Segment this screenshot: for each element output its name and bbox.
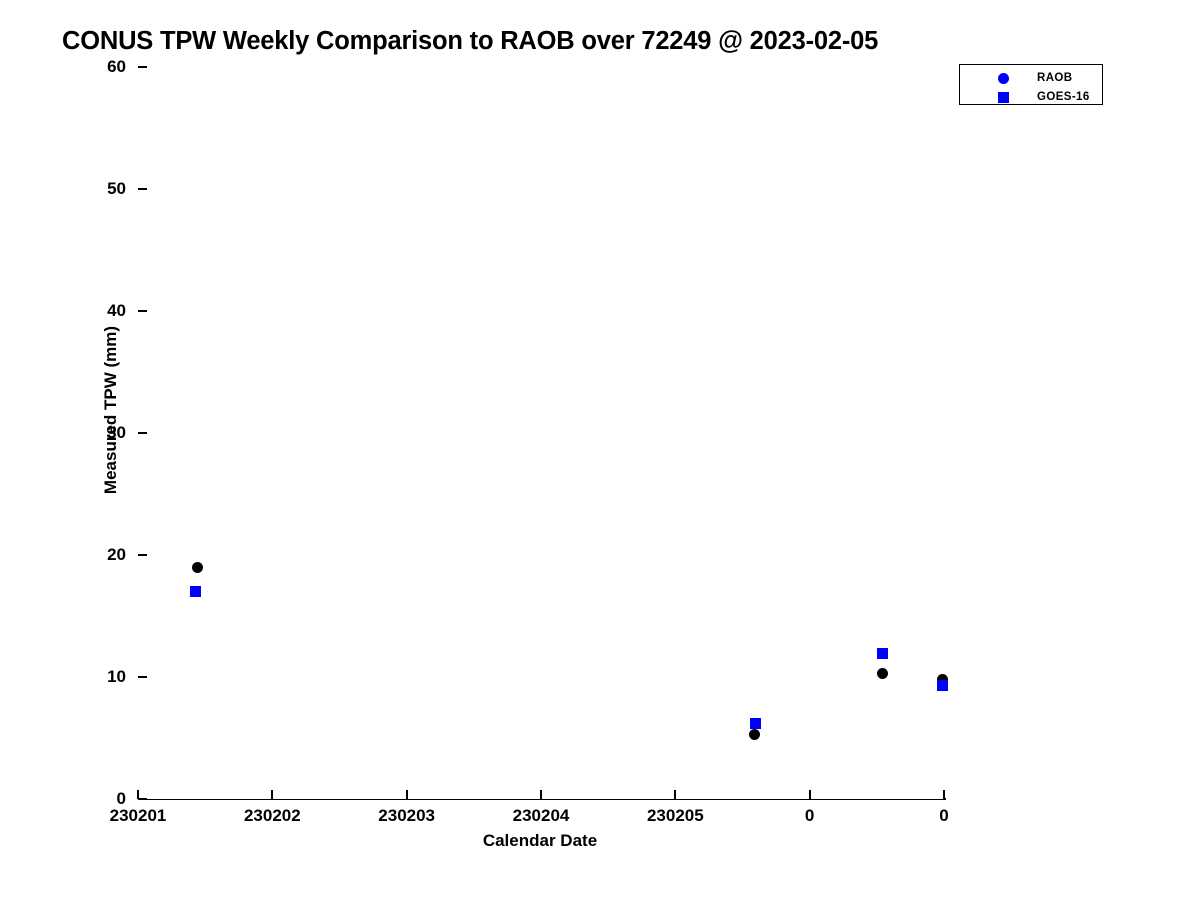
y-tick-mark [138,188,147,190]
x-tick-mark [540,790,542,799]
square-marker-icon [998,92,1011,105]
data-point-goes-16 [750,717,762,729]
y-tick-mark [138,798,147,800]
x-tick-label: 230205 [646,806,704,825]
legend-item-raob[interactable]: RAOB [960,69,1104,89]
x-tick-mark [674,790,677,799]
y-tick-mark [138,66,147,68]
data-point-raob [937,673,949,685]
legend-label: RAOB [1037,72,1073,84]
y-tick-label: 10 [107,667,126,686]
legend-item-goes-16[interactable]: GOES-16 [960,88,1104,108]
legend-label: GOES-16 [1037,91,1090,103]
x-tick-label: 230204 [512,806,570,825]
x-tick-mark [137,790,139,799]
x-tick-label: 0 [939,806,949,825]
y-tick-mark [138,310,147,312]
chart-legend: RAOB GOES-16 [959,64,1103,105]
y-tick-label: 40 [107,301,126,320]
x-axis-line [138,798,946,800]
x-tick-mark [943,790,945,799]
y-tick-mark [138,676,147,678]
data-point-goes-16 [190,586,202,598]
data-point-goes-16 [876,648,888,660]
circle-marker-icon [998,73,1011,86]
data-point-goes-16 [937,680,949,692]
y-tick-label: 0 [116,789,126,808]
y-tick-label: 20 [107,545,126,564]
x-tick-mark [405,790,408,799]
x-tick-label: 230202 [243,806,301,825]
x-axis-title: Calendar Date [482,831,598,850]
x-tick-mark [271,790,274,799]
y-tick-label: 30 [107,423,126,442]
x-tick-label: 230203 [378,806,436,825]
page-title: CONUS TPW Weekly Comparison to RAOB over… [62,27,879,55]
y-tick-mark [138,554,147,556]
y-tick-label: 60 [107,57,126,76]
plot-area [138,67,944,799]
x-tick-mark [808,790,811,799]
x-tick-label: 0 [804,806,815,825]
data-point-raob [749,728,761,740]
y-axis-title: Measured TPW (mm) [101,325,120,495]
data-point-raob [876,667,888,679]
y-tick-label: 50 [107,179,126,198]
data-point-raob [191,561,203,573]
y-tick-mark [138,432,147,434]
x-tick-label: 230201 [109,806,167,825]
